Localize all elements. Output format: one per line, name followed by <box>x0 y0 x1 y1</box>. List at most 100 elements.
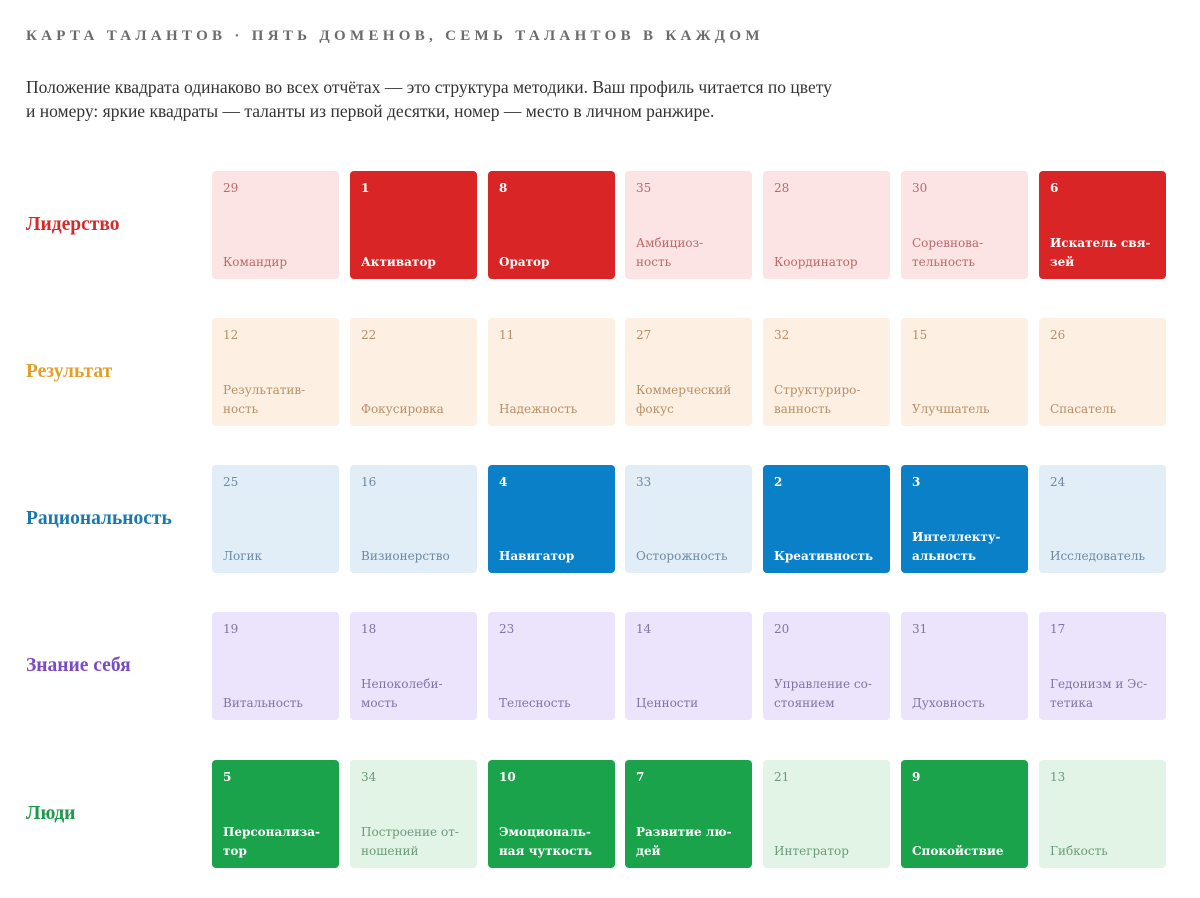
domain-row: Результат 12 Результатив- ность 22 Фокусиров… <box>0 318 1200 426</box>
talent-rank: 22 <box>361 328 377 342</box>
talent-tile: 19 Витальность <box>212 612 339 720</box>
talent-tile: 17 Гедонизм и Эс- тетика <box>1039 612 1166 720</box>
talent-name: Коммерческий фокус <box>636 383 732 416</box>
talent-tile: 20 Управление со- стоянием <box>763 612 890 720</box>
intro-line-1: Положение квадрата одинаково во всех отч… <box>26 77 832 97</box>
talent-name: Креативность <box>774 549 874 563</box>
talent-rank: 7 <box>636 770 645 784</box>
talent-name: Развитие лю- дей <box>636 825 732 858</box>
talent-name: Визионерство <box>361 549 450 563</box>
talent-rank: 4 <box>499 475 508 489</box>
page-title: КАРТА ТАЛАНТОВ · ПЯТЬ ДОМЕНОВ, СЕМЬ ТАЛА… <box>26 28 764 44</box>
talent-rank: 9 <box>912 770 921 784</box>
talent-rank: 31 <box>912 622 928 636</box>
talent-rank: 23 <box>499 622 515 636</box>
talent-tile: 4 Навигатор <box>488 465 615 573</box>
talent-tile: 2 Креативность <box>763 465 890 573</box>
talent-tile: 34 Построение от- ношений <box>350 760 477 868</box>
talent-tile: 23 Телесность <box>488 612 615 720</box>
talent-name: Надежность <box>499 402 578 416</box>
domain-label: Результат <box>26 361 113 382</box>
domain-row: Знание себя 19 Витальность 18 Непоколеби- мо… <box>0 612 1200 720</box>
domain-label: Рациональность <box>26 508 172 529</box>
talent-tile: 1 Активатор <box>350 171 477 279</box>
domain-row: Люди 5 Персонализа- тор 34 Построение от- но… <box>0 760 1200 868</box>
talent-rank: 28 <box>774 181 790 195</box>
talent-rank: 16 <box>361 475 377 489</box>
talent-tile: 7 Развитие лю- дей <box>625 760 752 868</box>
talent-name: Витальность <box>223 696 303 710</box>
talent-name: Управление со- стоянием <box>774 677 872 710</box>
talent-name: Оратор <box>499 255 550 269</box>
talent-rank: 32 <box>774 328 790 342</box>
talent-tile: 18 Непоколеби- мость <box>350 612 477 720</box>
talent-rank: 12 <box>223 328 239 342</box>
talent-tile: 22 Фокусировка <box>350 318 477 426</box>
talent-tile: 29 Командир <box>212 171 339 279</box>
talent-name: Персонализа- тор <box>223 825 321 858</box>
talent-name: Результатив- ность <box>223 383 306 416</box>
domain-label: Знание себя <box>26 655 131 676</box>
talent-tile: 27 Коммерческий фокус <box>625 318 752 426</box>
talent-rank: 35 <box>636 181 652 195</box>
talent-rank: 13 <box>1050 770 1066 784</box>
intro-line-2: и номеру: яркие квадраты — таланты из пе… <box>26 101 715 121</box>
talent-rank: 6 <box>1050 181 1059 195</box>
talent-rank: 21 <box>774 770 790 784</box>
talent-name: Построение от- ношений <box>361 825 459 858</box>
talent-rank: 17 <box>1050 622 1066 636</box>
talent-name: Эмоциональ- ная чуткость <box>499 825 593 858</box>
talent-name: Исследователь <box>1050 549 1146 563</box>
talent-tile: 28 Координатор <box>763 171 890 279</box>
talent-rank: 15 <box>912 328 928 342</box>
talent-rank: 25 <box>223 475 239 489</box>
talent-tile: 3 Интеллекту- альность <box>901 465 1028 573</box>
talent-rank: 1 <box>361 181 370 195</box>
talent-tile: 33 Осторожность <box>625 465 752 573</box>
talent-name: Духовность <box>912 696 985 710</box>
talent-tile: 10 Эмоциональ- ная чуткость <box>488 760 615 868</box>
talent-tile: 15 Улучшатель <box>901 318 1028 426</box>
talent-name: Логик <box>223 549 263 563</box>
talent-tile: 35 Амбициоз- ность <box>625 171 752 279</box>
talent-rank: 5 <box>223 770 232 784</box>
talent-rank: 26 <box>1050 328 1066 342</box>
talent-tile: 32 Структуриро- ванность <box>763 318 890 426</box>
talent-rank: 19 <box>223 622 239 636</box>
talent-name: Интеллекту- альность <box>912 530 1001 563</box>
talent-name: Гедонизм и Эс- тетика <box>1050 677 1148 710</box>
talent-name: Навигатор <box>499 549 575 563</box>
talent-tile: 31 Духовность <box>901 612 1028 720</box>
talent-rank: 30 <box>912 181 928 195</box>
talent-tile: 24 Исследователь <box>1039 465 1166 573</box>
talent-tile: 8 Оратор <box>488 171 615 279</box>
talent-name: Фокусировка <box>361 402 444 416</box>
domain-label: Лидерство <box>26 214 120 235</box>
talent-name: Соревнова- тельность <box>912 236 984 269</box>
talent-name: Интегратор <box>774 844 849 858</box>
talent-name: Ценности <box>636 696 699 710</box>
domain-label: Люди <box>26 803 76 824</box>
talent-name: Спокойствие <box>912 844 1004 858</box>
talent-rank: 20 <box>774 622 790 636</box>
talent-tile: 14 Ценности <box>625 612 752 720</box>
talent-rank: 10 <box>499 770 516 784</box>
talent-tile: 11 Надежность <box>488 318 615 426</box>
domain-row: Рациональность 25 Логик 16 Визионерство 4 Нави… <box>0 465 1200 573</box>
talent-tile: 21 Интегратор <box>763 760 890 868</box>
talent-rank: 18 <box>361 622 377 636</box>
talent-name: Осторожность <box>636 549 728 563</box>
talent-rank: 14 <box>636 622 652 636</box>
talent-name: Спасатель <box>1050 402 1117 416</box>
talent-name: Непоколеби- мость <box>361 677 443 710</box>
talent-tile: 26 Спасатель <box>1039 318 1166 426</box>
talent-name: Улучшатель <box>912 402 990 416</box>
talent-name: Амбициоз- ность <box>636 236 704 269</box>
talent-tile: 16 Визионерство <box>350 465 477 573</box>
talent-rank: 27 <box>636 328 652 342</box>
talent-name: Координатор <box>774 255 858 269</box>
talent-tile: 6 Искатель свя- зей <box>1039 171 1166 279</box>
talent-tile: 5 Персонализа- тор <box>212 760 339 868</box>
talent-tile: 13 Гибкость <box>1039 760 1166 868</box>
talent-name: Активатор <box>361 255 436 269</box>
